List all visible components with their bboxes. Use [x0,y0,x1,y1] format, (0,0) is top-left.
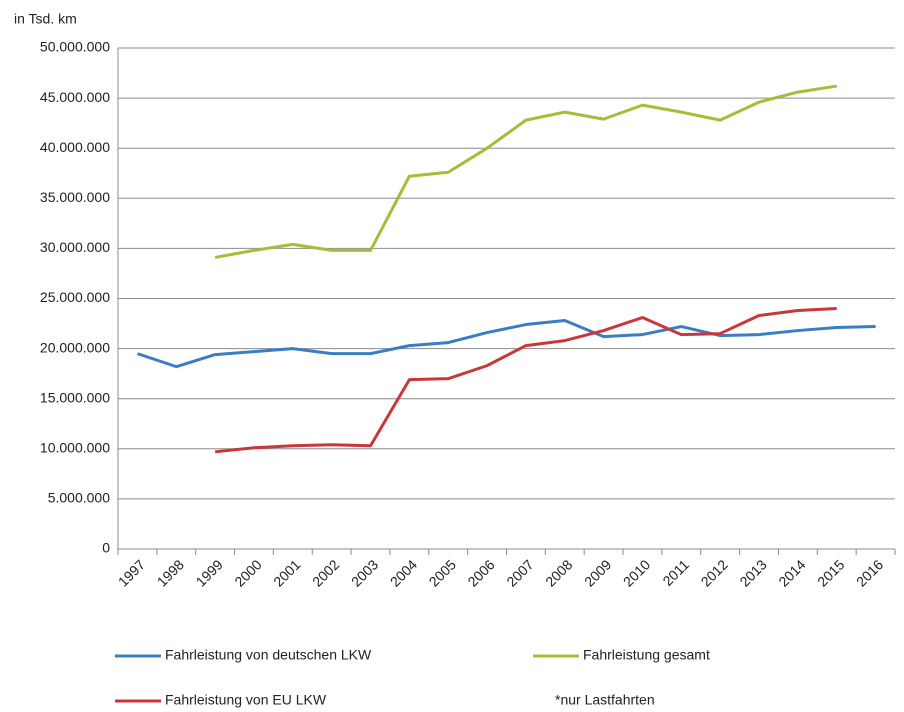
x-tick-label: 2013 [736,556,769,589]
y-tick-label: 40.000.000 [40,139,110,155]
x-tick-label: 2000 [231,556,264,589]
x-tick-label: 2006 [464,556,497,589]
x-tick-label: 2003 [348,556,381,589]
series-line [214,84,837,259]
y-tick-label: 20.000.000 [40,339,110,355]
x-tick-label: 1998 [154,556,187,589]
y-tick-label: 10.000.000 [40,440,110,456]
x-tick-label: 2002 [309,556,342,589]
x-tick-label: 2010 [620,556,653,589]
y-tick-label: 50.000.000 [40,39,110,55]
x-tick-label: 1999 [193,556,226,589]
x-tick-label: 2001 [270,556,303,589]
x-tick-label: 2009 [581,556,614,589]
x-tick-label: 2015 [814,556,847,589]
y-tick-label: 30.000.000 [40,239,110,255]
y-tick-label: 15.000.000 [40,389,110,405]
x-tick-label: 2008 [542,556,575,589]
y-tick-label: 35.000.000 [40,189,110,205]
series-line [214,307,837,454]
y-tick-label: 5.000.000 [48,490,110,506]
legend-label: Fahrleistung von EU LKW [165,692,327,708]
y-axis-label: in Tsd. km [14,11,77,27]
y-tick-label: 45.000.000 [40,89,110,105]
x-tick-label: 2014 [775,556,808,589]
x-tick-label: 1997 [115,556,148,589]
annotation: *nur Lastfahrten [555,692,655,708]
x-tick-label: 2007 [503,556,536,589]
x-tick-label: 2004 [387,556,420,589]
y-tick-label: 25.000.000 [40,289,110,305]
legend-label: Fahrleistung gesamt [583,647,710,663]
series-line [136,319,876,369]
y-tick-label: 0 [102,540,110,556]
x-tick-label: 2012 [698,556,731,589]
legend-label: Fahrleistung von deutschen LKW [165,647,372,663]
x-tick-label: 2005 [426,556,459,589]
x-tick-label: 2016 [853,556,886,589]
x-tick-label: 2011 [659,556,692,589]
